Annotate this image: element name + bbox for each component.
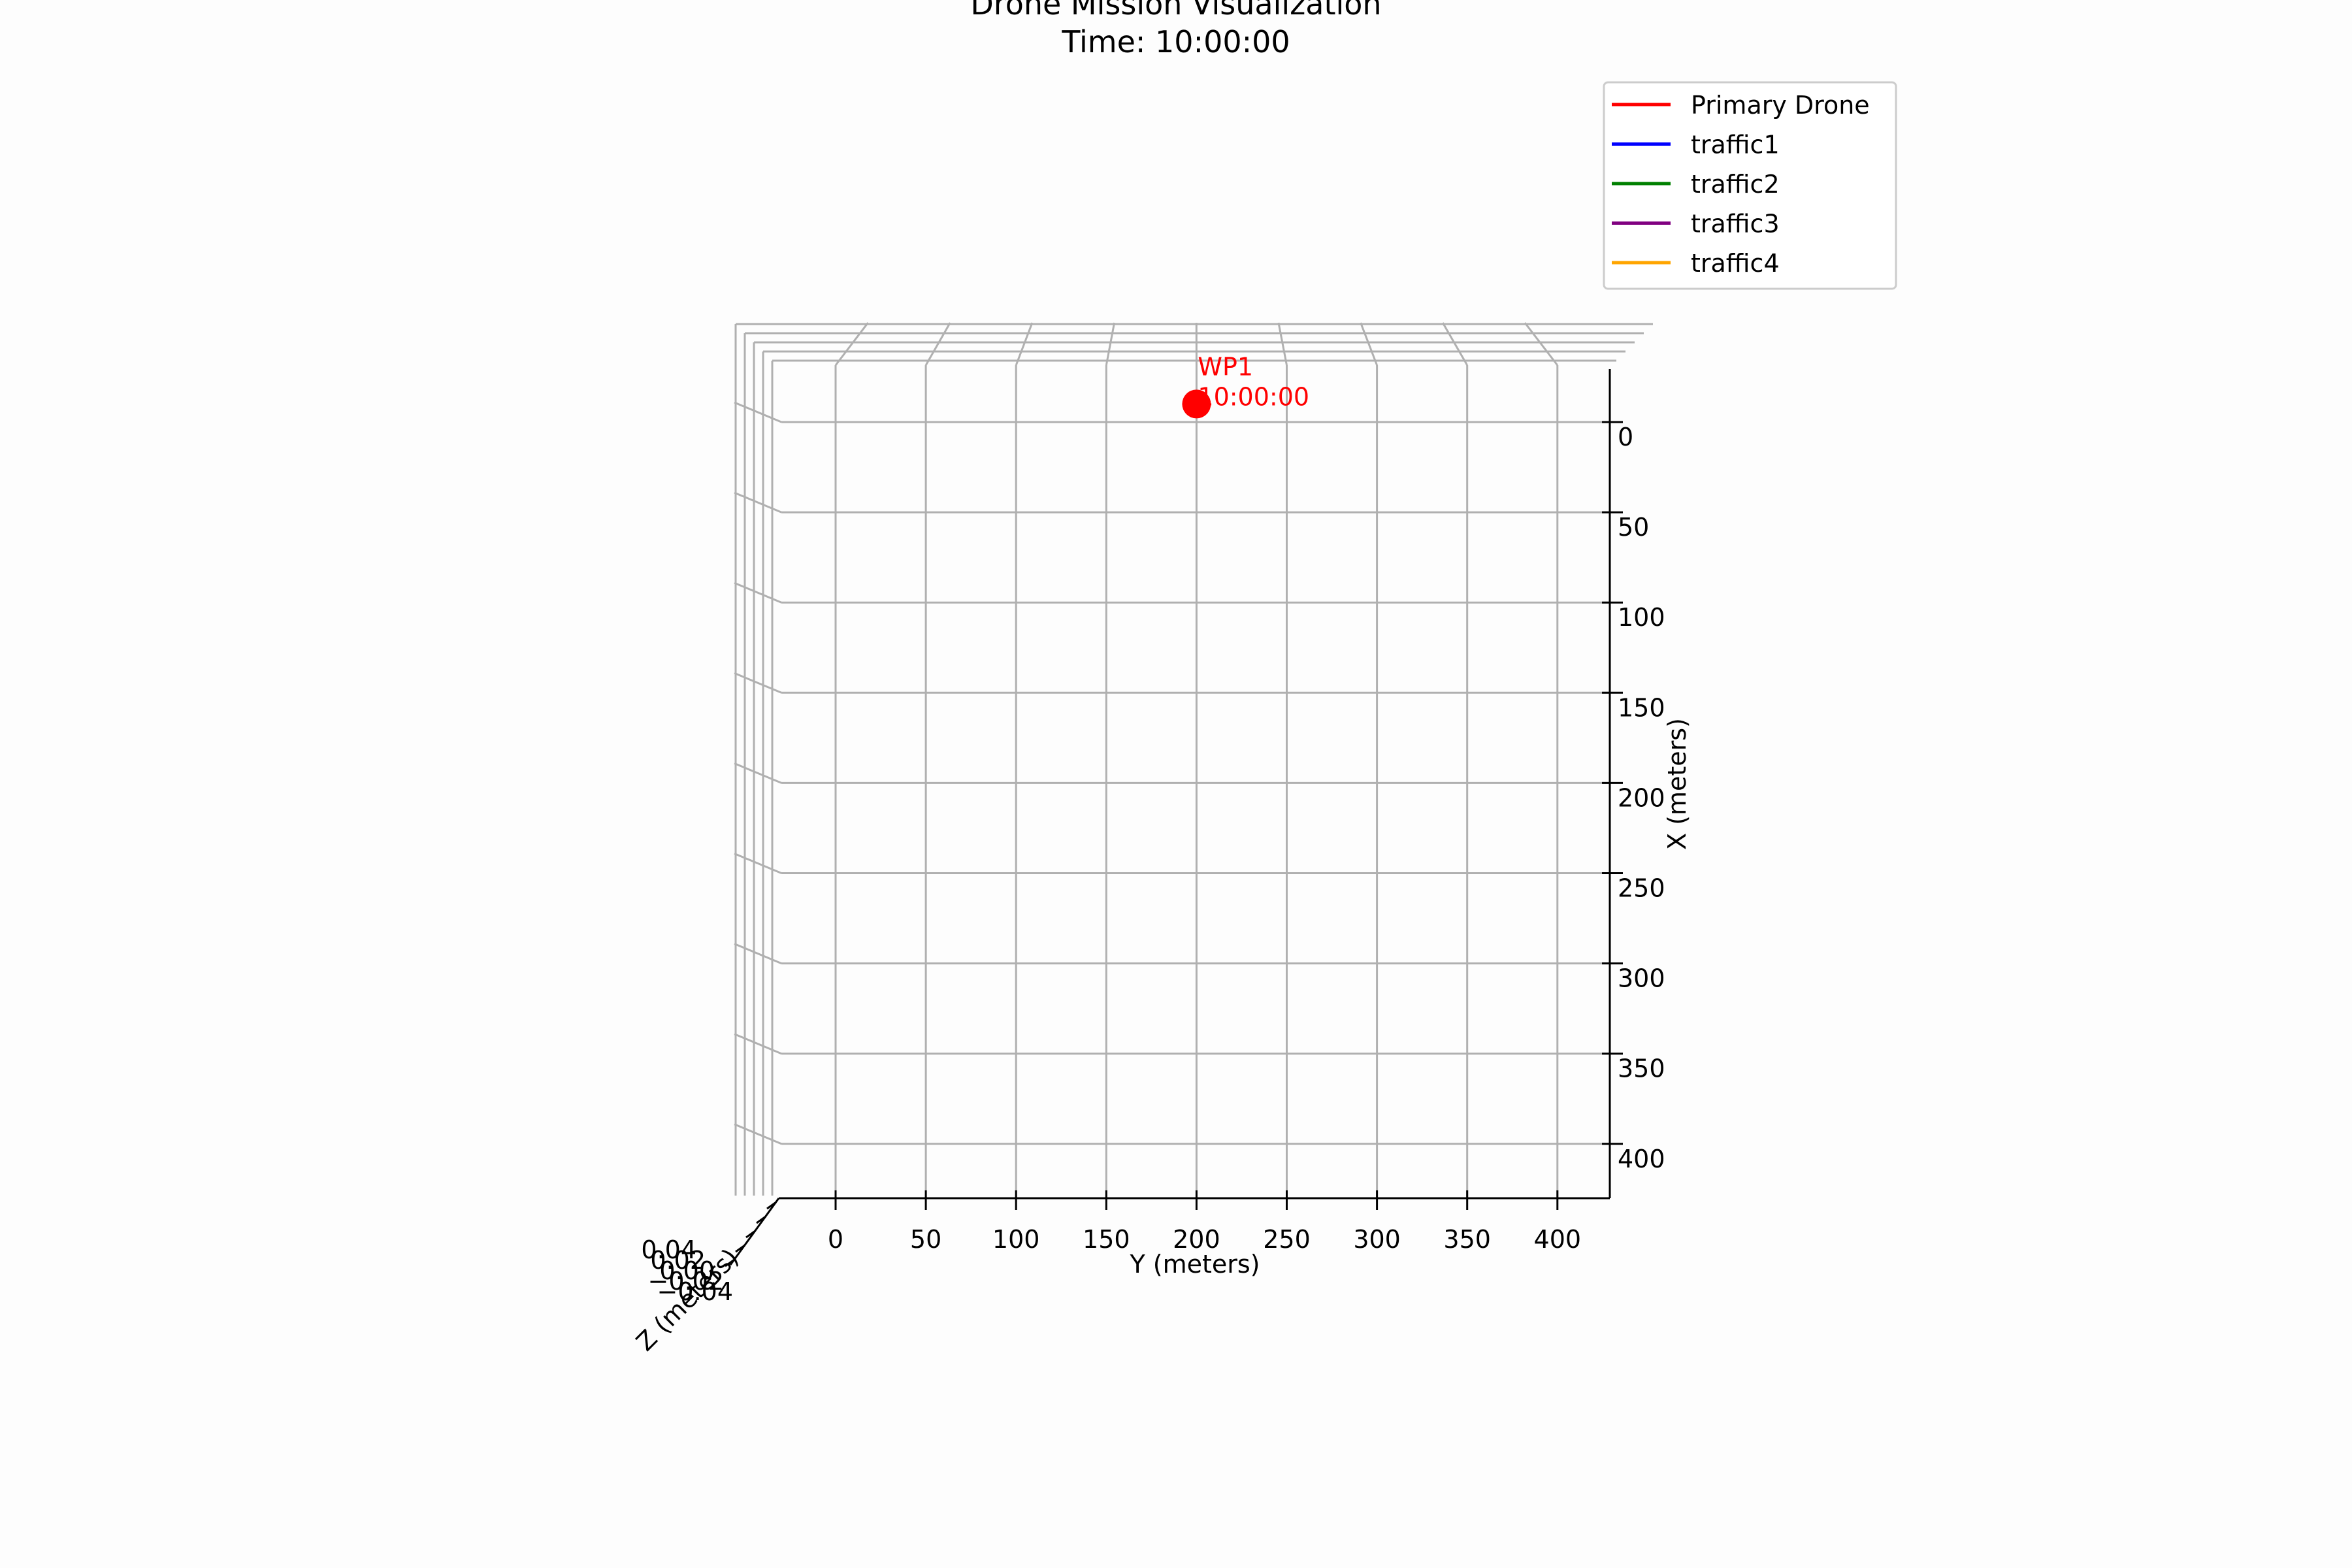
grid-line-y-perspective <box>1015 322 1034 366</box>
chart-subtitle: Time: 10:00:00 <box>1061 24 1290 59</box>
y-tick-label: 100 <box>992 1225 1040 1254</box>
grid-line-x-perspective <box>734 1033 782 1055</box>
legend-label: Primary Drone <box>1691 91 1870 120</box>
legend-box <box>1603 81 1897 290</box>
grid-line-y-perspective <box>1277 322 1288 366</box>
grid-line-y-perspective <box>1441 322 1468 366</box>
y-tick-label: 0 <box>828 1225 843 1254</box>
z-tick-mark <box>756 1215 766 1224</box>
waypoint-time: 10:00:00 <box>1198 382 1309 411</box>
grid-line-x-perspective <box>734 762 782 784</box>
x-tick-label: 50 <box>1618 513 1649 542</box>
grid-line-x-perspective <box>734 1123 782 1145</box>
x-tick-label: 300 <box>1618 964 1665 993</box>
waypoint-label: WP1 <box>1198 352 1253 381</box>
z-tick-label: 0.04 <box>641 1235 696 1264</box>
z-tick-mark <box>735 1244 745 1253</box>
y-tick-label: 400 <box>1534 1225 1582 1254</box>
z-tick-mark <box>766 1201 777 1210</box>
legend: Primary Drone traffic1 traffic2 traffic3 tra… <box>1603 81 1897 290</box>
z-tick-label: 0.00 <box>659 1256 715 1285</box>
y-tick-label: 250 <box>1263 1225 1311 1254</box>
y-tick-label: 150 <box>1083 1225 1130 1254</box>
y-axis-label: Y (meters) <box>1129 1250 1260 1279</box>
grid-line-x-perspective <box>734 853 782 874</box>
x-axis-label: X (meters) <box>1663 718 1691 850</box>
x-tick-label: 250 <box>1618 874 1665 903</box>
grid-line-y-perspective <box>1524 322 1558 366</box>
grid-line-x-perspective <box>734 943 782 964</box>
z-tick-label: −0.02 <box>648 1267 724 1296</box>
waypoint-marker <box>1182 389 1211 419</box>
y-tick-label: 200 <box>1173 1225 1220 1254</box>
legend-label: traffic3 <box>1691 210 1780 238</box>
x-tick-label: 0 <box>1618 423 1633 451</box>
x-tick-label: 350 <box>1618 1054 1665 1083</box>
grid-line-y-perspective <box>1105 322 1116 366</box>
z-tick-label: −0.04 <box>657 1277 733 1306</box>
y-tick-label: 300 <box>1353 1225 1401 1254</box>
grid-line-x-perspective <box>734 401 782 423</box>
grid-line-y-perspective <box>1360 322 1379 366</box>
z-tick-mark <box>745 1230 756 1239</box>
chart-title: Drone Mission Visualization <box>970 0 1381 22</box>
y-tick-label: 50 <box>910 1225 941 1254</box>
grid-line-x-perspective <box>734 672 782 694</box>
x-tick-label: 200 <box>1618 783 1665 812</box>
grid-line-y-perspective <box>834 322 869 366</box>
y-tick-label: 350 <box>1443 1225 1491 1254</box>
z-tick-label: 0.02 <box>650 1246 706 1275</box>
x-tick-label: 100 <box>1618 603 1665 632</box>
z-tick-mark <box>725 1258 735 1267</box>
grid-line-y-perspective <box>924 322 951 366</box>
legend-label: traffic2 <box>1691 170 1780 199</box>
grid-line-x-perspective <box>734 581 782 604</box>
legend-label: traffic4 <box>1691 249 1780 278</box>
legend-label: traffic1 <box>1691 131 1780 159</box>
x-tick-label: 400 <box>1618 1145 1665 1173</box>
grid-line-x-perspective <box>734 491 782 514</box>
x-tick-label: 150 <box>1618 693 1665 722</box>
